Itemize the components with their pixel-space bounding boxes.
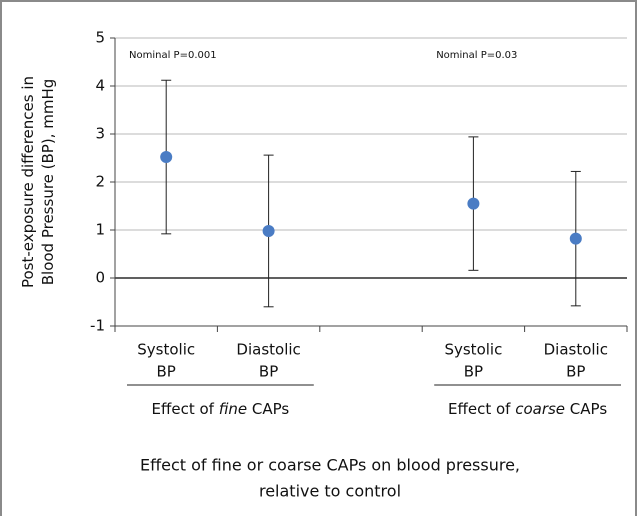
caption: relative to control — [259, 482, 401, 501]
x-tick-label: Diastolic — [544, 341, 608, 359]
y-tick-label: 0 — [95, 269, 105, 287]
caption: Effect of fine or coarse CAPs on blood p… — [140, 456, 520, 475]
annotation: Nominal P=0.03 — [436, 50, 517, 61]
y-tick-label: 4 — [95, 77, 105, 95]
y-tick-label: 1 — [95, 221, 105, 239]
x-tick-label: BP — [566, 363, 585, 381]
point — [569, 232, 582, 245]
x-tick-label: BP — [259, 363, 278, 381]
x-tick-label: Diastolic — [236, 341, 300, 359]
group-label: Effect of fine CAPs — [152, 400, 290, 418]
y-tick-label: 2 — [95, 173, 105, 191]
y-axis-label: Post-exposure differences in Blood Pressu… — [19, 76, 57, 288]
group-label: Effect of coarse CAPs — [448, 400, 607, 418]
group-label-part: coarse — [515, 400, 565, 418]
x-tick-label: BP — [464, 363, 483, 381]
group-label-part: Effect of — [448, 400, 515, 418]
x-tick-label: Systolic — [137, 341, 195, 359]
group-label-part: fine — [219, 400, 247, 418]
y-axis-label-line: Post-exposure differences in — [19, 76, 37, 288]
y-tick-label: 5 — [95, 29, 105, 47]
point — [262, 224, 275, 237]
x-tick-label: BP — [157, 363, 176, 381]
group-label-part: CAPs — [565, 400, 607, 418]
x-tick-label: Systolic — [444, 341, 502, 359]
y-tick-label: -1 — [90, 317, 105, 335]
group-label-part: CAPs — [247, 400, 289, 418]
annotation: Nominal P=0.001 — [129, 50, 217, 61]
group-label-part: Effect of — [152, 400, 219, 418]
y-axis-label-line: Blood Pressure (BP), mmHg — [39, 79, 57, 286]
point — [467, 197, 480, 210]
point — [160, 151, 173, 164]
y-tick-label: 3 — [95, 125, 105, 143]
